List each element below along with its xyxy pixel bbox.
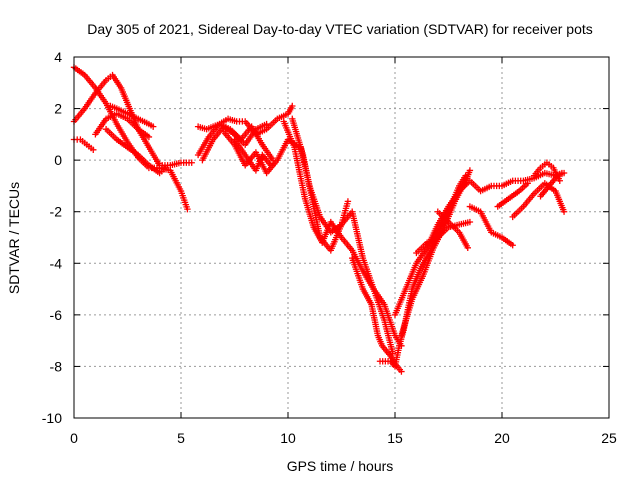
series-trace-9 bbox=[199, 120, 270, 164]
y-tick-label: -8 bbox=[50, 358, 63, 374]
series-trace-23 bbox=[509, 180, 568, 221]
x-tick-label: 20 bbox=[494, 430, 510, 446]
series-trace-11 bbox=[231, 136, 275, 174]
x-tick-label: 0 bbox=[70, 430, 78, 446]
axis-ticks: 0 5 10 15 20 25 -10 -8 -6 -4 -2 0 2 4 bbox=[42, 49, 617, 446]
data-point bbox=[560, 169, 568, 177]
data-point bbox=[398, 368, 405, 375]
data-point bbox=[145, 133, 153, 141]
data-point bbox=[464, 244, 471, 252]
x-tick-label: 5 bbox=[177, 430, 185, 446]
y-tick-label: -6 bbox=[50, 307, 63, 323]
data-point bbox=[162, 164, 170, 172]
data-point bbox=[466, 167, 474, 174]
x-tick-label: 25 bbox=[601, 430, 617, 446]
data-point bbox=[263, 120, 270, 128]
y-axis-label: SDTVAR / TECUs bbox=[6, 182, 22, 294]
series-trace-19 bbox=[413, 218, 474, 257]
data-point bbox=[466, 218, 474, 226]
series-trace-22 bbox=[494, 180, 531, 210]
y-tick-label: 0 bbox=[54, 152, 62, 168]
data-point bbox=[344, 198, 352, 205]
series-trace-13 bbox=[289, 115, 397, 357]
series-trace-20 bbox=[434, 208, 471, 252]
y-tick-label: 2 bbox=[54, 101, 62, 117]
x-tick-label: 10 bbox=[280, 430, 296, 446]
series-trace-6 bbox=[107, 102, 157, 130]
data-point bbox=[560, 208, 568, 215]
data-point bbox=[149, 123, 157, 130]
y-tick-label: -4 bbox=[50, 255, 63, 271]
data-point bbox=[90, 146, 97, 154]
x-axis-label: GPS time / hours bbox=[287, 458, 394, 474]
plot-frame bbox=[73, 56, 610, 419]
x-tick-label: 15 bbox=[387, 430, 403, 446]
y-tick-label: 4 bbox=[54, 49, 62, 65]
data-point bbox=[509, 242, 516, 249]
data-layer bbox=[70, 64, 568, 375]
data-point bbox=[556, 177, 563, 184]
chart-title: Day 305 of 2021, Sidereal Day-to-day VTE… bbox=[87, 21, 593, 37]
series-trace-5 bbox=[102, 126, 170, 177]
series-trace-15 bbox=[349, 254, 405, 375]
series-trace-18 bbox=[398, 167, 474, 339]
series-trace-14 bbox=[297, 144, 352, 236]
data-point bbox=[184, 205, 191, 213]
data-point bbox=[289, 102, 296, 110]
y-tick-label: -2 bbox=[50, 204, 63, 220]
data-point bbox=[524, 180, 531, 187]
series-trace-25 bbox=[537, 169, 568, 200]
data-point bbox=[188, 159, 195, 166]
series-trace-21 bbox=[466, 203, 516, 249]
y-tick-label: -10 bbox=[42, 410, 62, 426]
data-point bbox=[267, 162, 275, 169]
series-trace-4 bbox=[92, 110, 153, 141]
